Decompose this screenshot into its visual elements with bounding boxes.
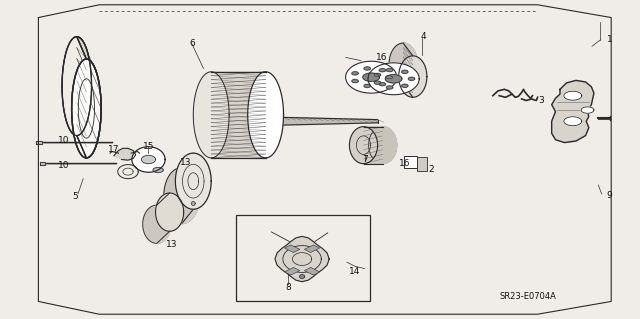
Polygon shape [275, 236, 329, 282]
Polygon shape [352, 72, 358, 75]
Polygon shape [564, 91, 582, 100]
Polygon shape [379, 69, 385, 72]
Text: 16: 16 [399, 159, 411, 168]
Text: 10: 10 [58, 136, 70, 145]
Bar [305, 267, 320, 275]
Polygon shape [40, 162, 45, 165]
Polygon shape [349, 127, 378, 164]
Polygon shape [143, 205, 171, 243]
Bar [284, 267, 300, 275]
Text: 4: 4 [421, 32, 426, 41]
Text: 9: 9 [607, 191, 612, 200]
Polygon shape [363, 73, 380, 81]
Text: 13: 13 [180, 158, 191, 167]
Polygon shape [36, 141, 42, 144]
Bar [284, 245, 300, 253]
Polygon shape [368, 63, 419, 95]
Text: SR23-E0704A: SR23-E0704A [500, 293, 557, 301]
Text: 10: 10 [58, 161, 70, 170]
Text: 8: 8 [285, 283, 291, 292]
Polygon shape [352, 79, 358, 83]
Polygon shape [399, 56, 427, 97]
Polygon shape [157, 193, 184, 243]
Polygon shape [408, 77, 415, 80]
Polygon shape [153, 167, 163, 173]
Polygon shape [374, 73, 381, 77]
Text: 7: 7 [362, 155, 367, 164]
Polygon shape [164, 167, 200, 224]
Polygon shape [385, 75, 402, 83]
Polygon shape [248, 72, 284, 158]
Polygon shape [401, 84, 408, 87]
Polygon shape [387, 86, 393, 89]
Polygon shape [300, 275, 305, 278]
Polygon shape [114, 148, 136, 160]
Text: 6: 6 [189, 39, 195, 48]
Polygon shape [401, 70, 408, 73]
Text: 5: 5 [73, 192, 78, 201]
Polygon shape [386, 76, 392, 79]
Text: 15: 15 [143, 142, 154, 151]
Polygon shape [552, 80, 594, 143]
Bar [236, 215, 370, 301]
Polygon shape [193, 72, 229, 158]
Bar [417, 157, 427, 171]
Polygon shape [141, 155, 156, 164]
Polygon shape [364, 127, 397, 164]
Polygon shape [379, 83, 385, 86]
Polygon shape [182, 153, 211, 224]
Polygon shape [389, 43, 417, 85]
Polygon shape [132, 147, 165, 172]
Polygon shape [364, 67, 371, 70]
Bar [305, 245, 320, 253]
Text: 17: 17 [108, 145, 120, 154]
Polygon shape [387, 69, 393, 72]
Polygon shape [581, 107, 594, 113]
Text: 3: 3 [538, 96, 543, 105]
Polygon shape [403, 43, 427, 97]
Text: 13: 13 [166, 240, 177, 249]
Polygon shape [156, 193, 184, 231]
Polygon shape [564, 117, 582, 126]
Polygon shape [77, 37, 101, 158]
Text: 2: 2 [428, 165, 433, 174]
Polygon shape [175, 153, 211, 209]
Polygon shape [346, 61, 397, 93]
Bar [404, 156, 417, 168]
Polygon shape [374, 81, 381, 84]
Text: 1: 1 [607, 35, 612, 44]
Text: 16: 16 [376, 53, 387, 62]
Polygon shape [364, 84, 371, 87]
Polygon shape [72, 59, 101, 158]
Polygon shape [284, 117, 378, 125]
Polygon shape [191, 202, 195, 205]
Polygon shape [211, 72, 284, 158]
Text: 14: 14 [349, 267, 360, 276]
